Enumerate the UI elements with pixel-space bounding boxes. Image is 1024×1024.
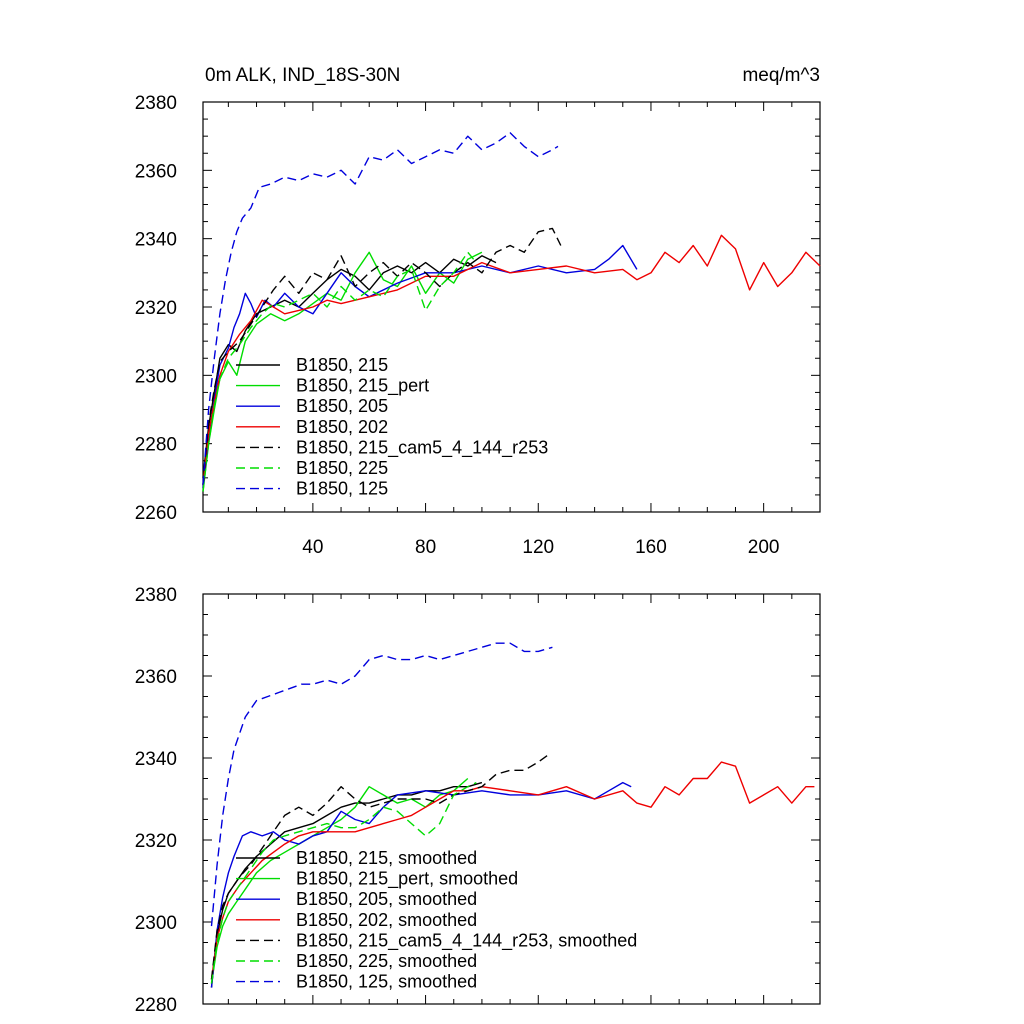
y-tick-label: 2360 (135, 667, 177, 688)
series-line (210, 753, 550, 980)
legend-label: B1850, 205, smoothed (296, 889, 477, 909)
x-tick-label: 160 (635, 537, 667, 558)
series-line (210, 781, 477, 984)
series-line (202, 251, 477, 492)
series-line (202, 132, 559, 485)
legend-label: B1850, 225 (296, 458, 388, 478)
chart-units: meq/m^3 (742, 65, 820, 86)
y-tick-label: 2260 (135, 503, 177, 524)
y-tick-label: 2340 (135, 230, 177, 251)
legend-label: B1850, 215_pert (296, 376, 429, 397)
legend-label: B1850, 125, smoothed (296, 972, 477, 992)
legend-label: B1850, 202, smoothed (296, 910, 477, 930)
legend-label: B1850, 205 (296, 396, 388, 416)
y-tick-label: 2280 (135, 995, 177, 1016)
y-tick-label: 2300 (135, 366, 177, 387)
y-tick-label: 2300 (135, 913, 177, 934)
chart-title: 0m ALK, IND_18S-30N (205, 65, 400, 86)
panel-smoothed: 2280 2300 2320 2340 2360 2380 B1850, 215, smoo… (135, 585, 821, 1016)
y-tick-label: 2380 (135, 585, 177, 606)
legend-label: B1850, 215_cam5_4_144_r253 (296, 437, 548, 458)
y-tick-label: 2360 (135, 161, 177, 182)
y-tick-label: 2280 (135, 435, 177, 456)
y-tick-label: 2380 (135, 93, 177, 114)
y-tick-label: 2340 (135, 749, 177, 770)
y-tick-label: 2320 (135, 831, 177, 852)
x-tick-label: 80 (415, 537, 436, 558)
legend-label: B1850, 202 (296, 417, 388, 437)
x-tick-label: 40 (302, 537, 323, 558)
legend-label: B1850, 215, smoothed (296, 848, 477, 868)
series-line (202, 251, 483, 492)
x-tick-label: 200 (748, 537, 780, 558)
y-tick-label: 2320 (135, 298, 177, 319)
legend-label: B1850, 125 (296, 479, 388, 499)
series-line (202, 227, 562, 485)
legend-label: B1850, 225, smoothed (296, 951, 477, 971)
panel-raw: 2260 2280 2300 2320 2340 2360 2380 40 80 120 160 20… (135, 93, 821, 558)
x-tick-label: 120 (522, 537, 554, 558)
series-line (210, 761, 815, 980)
series-line (210, 781, 632, 988)
legend-label: B1850, 215 (296, 355, 388, 375)
series-line (202, 234, 821, 485)
legend-label: B1850, 215_pert, smoothed (296, 869, 518, 890)
legend-label: B1850, 215_cam5_4_144_r253, smoothed (296, 930, 637, 951)
